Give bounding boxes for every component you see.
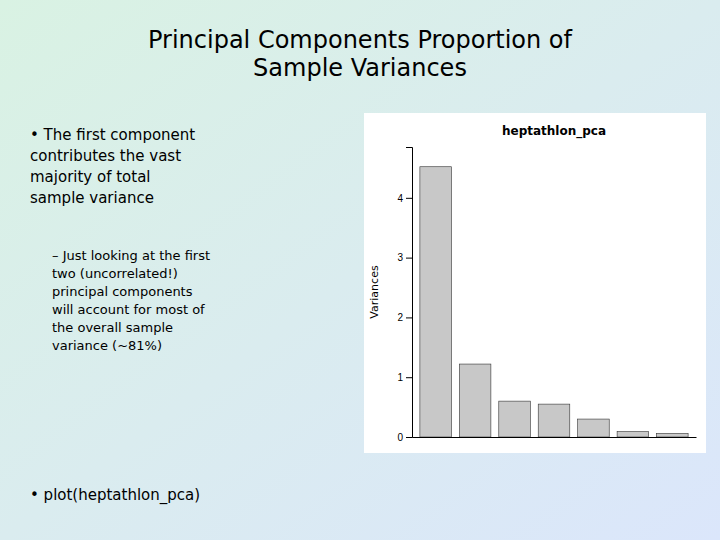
plot: 0 1 2 3 4 <box>397 148 696 443</box>
bar <box>420 167 452 437</box>
chart-title: heptathlon_pca <box>502 124 606 139</box>
tick-mark <box>406 258 412 259</box>
bar <box>657 433 689 437</box>
x-axis <box>413 437 697 439</box>
tick-mark <box>406 317 412 318</box>
tick: 1 <box>397 372 412 383</box>
bar <box>459 364 491 437</box>
tick-mark <box>406 198 412 199</box>
tick: 4 <box>397 193 412 204</box>
background <box>0 0 720 540</box>
bar <box>499 401 531 437</box>
tick: 2 <box>397 312 412 323</box>
tick: 3 <box>397 252 412 263</box>
tick-mark <box>406 377 412 378</box>
bullet: • The first componentcontributes the vas… <box>30 126 195 207</box>
sub-bullet: – Just looking at the firsttwo (uncorrel… <box>52 248 210 353</box>
y-axis-title: Variances <box>368 265 381 319</box>
bar <box>578 419 610 437</box>
bar <box>538 404 570 437</box>
tick-label: 0 <box>397 432 403 443</box>
tick-label: 1 <box>397 372 403 383</box>
bar <box>617 432 649 437</box>
chart-panel <box>364 113 706 453</box>
tick-label: 4 <box>397 193 403 204</box>
tick-mark <box>406 437 412 438</box>
tick: 0 <box>397 432 412 443</box>
slide-title: Principal Components Proportion ofSample… <box>148 26 573 82</box>
tick-label: 3 <box>397 252 403 263</box>
bars <box>420 167 688 437</box>
page: Principal Components Proportion ofSample… <box>0 0 720 540</box>
bullet: • plot(heptathlon_pca) <box>30 486 200 505</box>
y-axis: 0 1 2 3 4 <box>397 148 412 443</box>
axis-line <box>406 148 413 438</box>
tick-label: 2 <box>397 312 403 323</box>
axis-line <box>413 437 697 438</box>
